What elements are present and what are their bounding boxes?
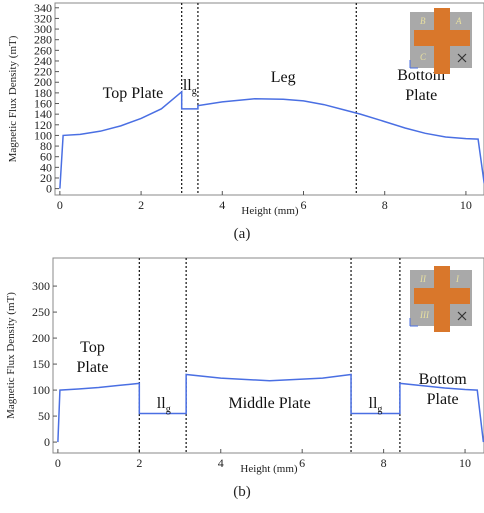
y-tick-label: 0 — [44, 435, 50, 449]
x-tick-label: 4 — [219, 198, 225, 212]
caption: (a) — [234, 226, 251, 242]
y-tick-label: 50 — [38, 409, 50, 423]
x-tick-label: 2 — [138, 198, 144, 212]
region-label: Top Plate — [103, 85, 164, 102]
region-label: Bottom — [419, 371, 468, 388]
y-tick-label: 100 — [32, 383, 50, 397]
x-tick-label: 4 — [218, 456, 224, 470]
inset-label: B — [420, 16, 426, 26]
y-axis-label: Magnetic Flux Density (mT) — [5, 292, 17, 419]
x-tick-label: 8 — [382, 198, 388, 212]
y-tick-label: 250 — [32, 305, 50, 319]
x-tick-label: 6 — [300, 198, 306, 212]
region-label: Leg — [271, 69, 296, 86]
x-axis-label: Height (mm) — [240, 463, 297, 475]
x-tick-label: 0 — [57, 198, 63, 212]
region-label-sub: g — [166, 404, 171, 415]
x-tick-label: 2 — [136, 456, 142, 470]
inset-diagram: B A C — [410, 8, 472, 74]
inset-label: A — [455, 16, 462, 26]
inset-label: II — [419, 274, 427, 284]
x-tick-label: 10 — [459, 456, 471, 470]
y-tick-label: 150 — [32, 357, 50, 371]
figure: 0204060801001201401601802002202402602803… — [0, 0, 484, 513]
inset-label: C — [420, 52, 427, 62]
region-label: Plate — [427, 391, 459, 408]
x-tick-label: 0 — [55, 456, 61, 470]
y-axis-label: Magnetic Flux Density (mT) — [7, 35, 19, 162]
x-tick-label: 10 — [460, 198, 472, 212]
x-tick-label: 8 — [381, 456, 387, 470]
region-label: Plate — [76, 359, 108, 376]
caption: (b) — [233, 484, 251, 500]
region-label: llg — [157, 395, 171, 415]
region-label-sub: g — [192, 86, 197, 97]
region-label: Top — [80, 339, 105, 356]
x-axis-label: Height (mm) — [241, 205, 298, 217]
inset-cross-h — [414, 30, 470, 46]
inset-label: III — [419, 310, 430, 320]
y-tick-label: 200 — [32, 331, 50, 345]
region-label: llg — [369, 395, 383, 415]
region-label: llg — [183, 77, 197, 97]
data-line — [60, 92, 484, 189]
y-tick-label: 340 — [34, 1, 52, 15]
y-tick-label: 300 — [32, 279, 50, 293]
region-label: Middle Plate — [229, 395, 311, 412]
region-label-sub: g — [377, 404, 382, 415]
x-tick-label: 6 — [299, 456, 305, 470]
inset-cross-h — [414, 288, 470, 304]
region-label: Plate — [405, 87, 437, 104]
